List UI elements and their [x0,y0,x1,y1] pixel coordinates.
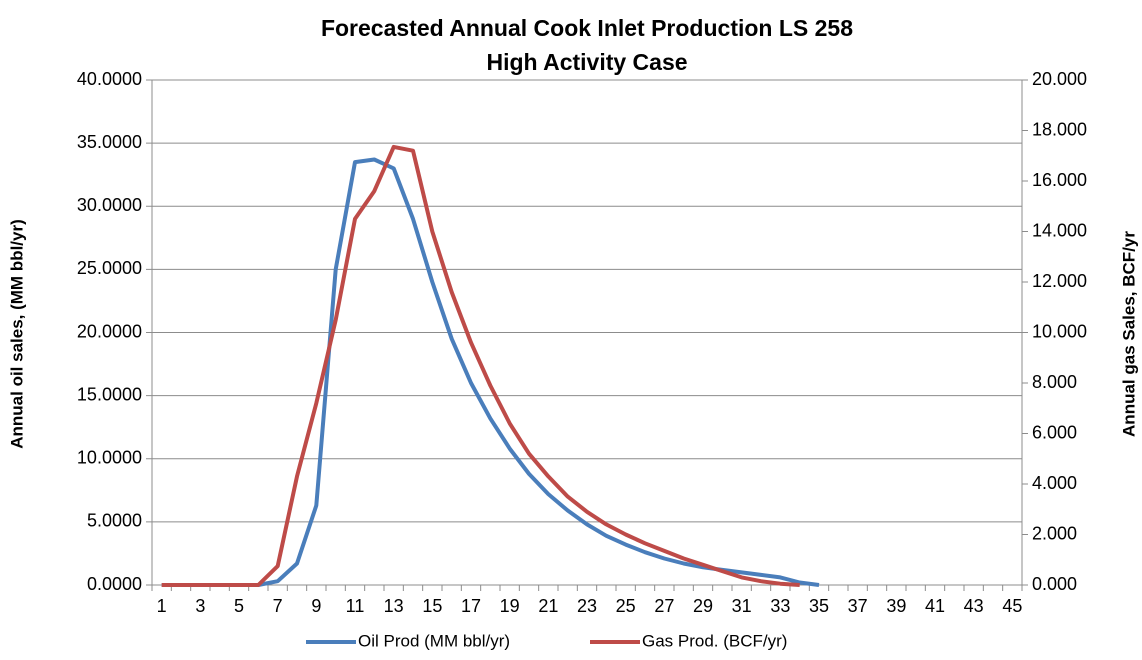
y-tick-label: 40.0000 [77,69,142,89]
y2-tick-label: 12.000 [1032,271,1087,291]
x-tick-label: 1 [157,596,167,616]
legend-text: Gas Prod. (BCF/yr) [642,631,787,650]
y-tick-label: 10.0000 [77,448,142,468]
y-tick-label: 35.0000 [77,132,142,152]
legend-text: Oil Prod (MM bbl/yr) [358,631,510,650]
x-tick-label: 45 [1002,596,1022,616]
x-tick-label: 15 [422,596,442,616]
y2-tick-label: 8.000 [1032,372,1077,392]
x-tick-label: 25 [616,596,636,616]
x-tick-label: 23 [577,596,597,616]
chart-title: Forecasted Annual Cook Inlet Production … [321,15,853,41]
x-tick-label: 43 [964,596,984,616]
y-tick-label: 25.0000 [77,258,142,278]
y2-tick-label: 2.000 [1032,523,1077,543]
x-tick-label: 33 [770,596,790,616]
chart-subtitle: High Activity Case [486,49,687,75]
x-tick-label: 21 [538,596,558,616]
x-tick-label: 31 [732,596,752,616]
series-line [161,144,800,587]
y-tick-label: 30.0000 [77,195,142,215]
x-tick-label: 37 [848,596,868,616]
x-tick-label: 39 [886,596,906,616]
x-tick-label: 11 [346,596,365,616]
y2-tick-label: 16.000 [1032,170,1087,190]
x-tick-label: 5 [234,596,244,616]
y-tick-label: 15.0000 [77,384,142,404]
x-tick-label: 9 [311,596,321,616]
y2-tick-label: 20.000 [1032,69,1087,89]
series-line [161,157,820,587]
x-tick-label: 29 [693,596,713,616]
y-tick-label: 0.0000 [87,574,142,594]
x-tick-label: 35 [809,596,829,616]
x-tick-label: 19 [500,596,520,616]
x-tick-label: 17 [461,596,481,616]
y2-tick-label: 14.000 [1032,220,1087,240]
y2-tick-label: 10.000 [1032,321,1087,341]
y2-tick-label: 18.000 [1032,119,1087,139]
x-tick-label: 27 [654,596,674,616]
x-tick-label: 41 [925,596,945,616]
y-tick-label: 20.0000 [77,321,142,341]
y-tick-label: 5.0000 [87,511,142,531]
y2-tick-label: 0.000 [1032,574,1077,594]
y2-axis-title: Annual gas Sales, BCF/yr [1119,231,1138,437]
y2-tick-label: 6.000 [1032,422,1077,442]
x-tick-label: 13 [384,596,404,616]
y-axis-title: Annual oil sales, (MM bbl/yr) [7,219,26,449]
y2-tick-label: 4.000 [1032,473,1077,493]
x-tick-label: 3 [195,596,205,616]
x-tick-label: 7 [273,596,283,616]
